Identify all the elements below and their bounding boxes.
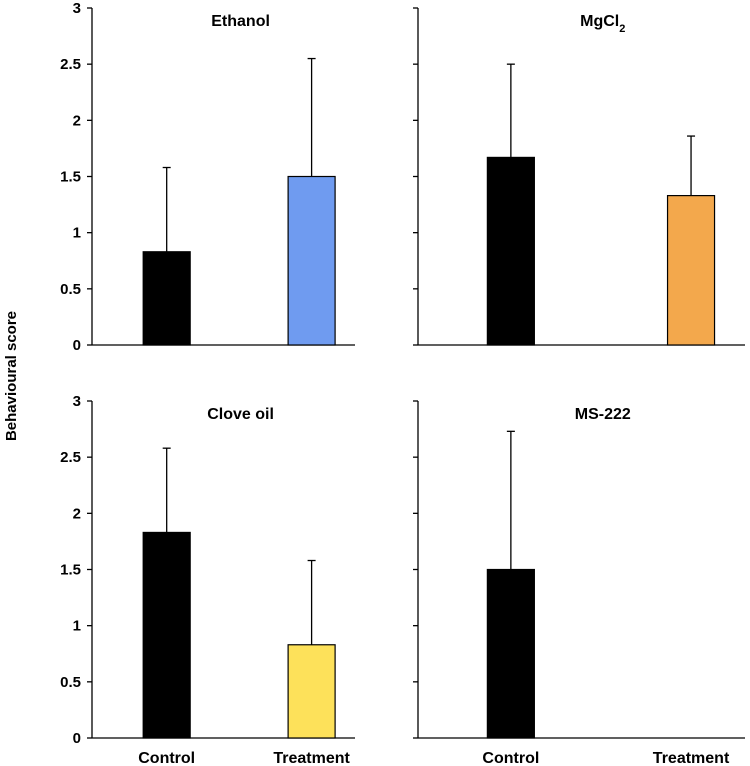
panel-title: Clove oil: [207, 406, 274, 423]
panel-title: MgCl2: [580, 13, 625, 35]
y-tick-label: 1.5: [60, 562, 81, 579]
y-tick-label: 2.5: [60, 449, 81, 466]
y-tick-label: 0: [73, 337, 81, 354]
bar-control: [486, 156, 535, 346]
y-axis-label: Behavioural score: [3, 311, 20, 441]
panel-title: MS-222: [575, 406, 631, 423]
x-category-label: Control: [138, 750, 195, 766]
bar-control: [142, 251, 191, 346]
panel-title: Ethanol: [211, 13, 270, 30]
y-tick-label: 1: [73, 225, 81, 242]
y-tick-label: 0.5: [60, 674, 81, 691]
x-category-label: Treatment: [653, 750, 730, 766]
y-tick-label: 3: [73, 393, 81, 410]
panel-3: 0 0.5 1 1.5 2 2.5 3 Clove oil Control Treatment: [60, 393, 355, 766]
y-tick-label: 0.5: [60, 281, 81, 298]
bar-control: [486, 568, 535, 739]
y-tick-label: 1.5: [60, 169, 81, 186]
x-category-label: Control: [482, 750, 539, 766]
panel-4: MS-222 Control Treatment: [413, 400, 745, 766]
x-category-label: Treatment: [273, 750, 350, 766]
y-tick-label: 0: [73, 730, 81, 747]
panels: 0 0.5 1 1.5 2 2.5 3 Ethanol MgCl2 0 0.5 1 1.5 2 2.5 3 Cl…: [60, 0, 745, 766]
panel-2: MgCl2: [413, 7, 745, 346]
y-tick-label: 2: [73, 112, 81, 129]
panel-title-subscript: 2: [619, 23, 625, 35]
y-tick-label: 2.5: [60, 56, 81, 73]
bar-treatment: [287, 175, 336, 346]
bar-treatment: [287, 644, 336, 739]
y-tick-label: 3: [73, 0, 81, 17]
bar-control: [142, 531, 191, 739]
bar-treatment: [666, 194, 716, 346]
y-tick-label: 1: [73, 618, 81, 635]
y-tick-label: 2: [73, 505, 81, 522]
panel-1: 0 0.5 1 1.5 2 2.5 3 Ethanol: [60, 0, 355, 354]
